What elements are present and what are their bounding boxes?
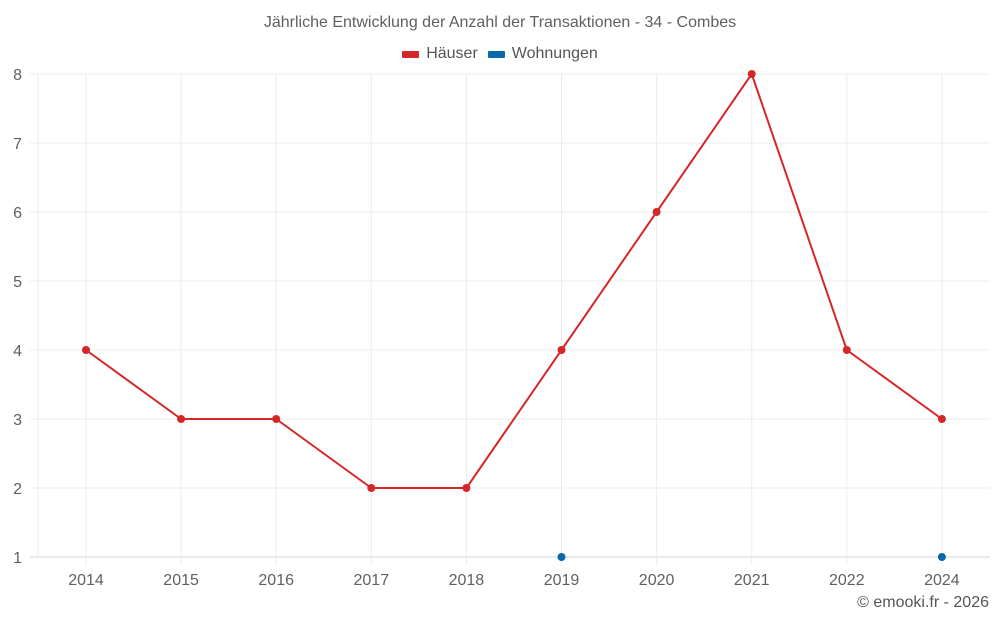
data-point[interactable]	[747, 70, 756, 78]
x-tick-label: 2021	[734, 572, 770, 589]
x-tick-label: 2024	[924, 572, 960, 589]
y-tick-label: 8	[13, 67, 22, 84]
y-tick-label: 4	[13, 343, 22, 360]
y-tick-label: 2	[13, 481, 22, 498]
x-tick-label: 2022	[829, 572, 865, 589]
data-point[interactable]	[462, 484, 471, 492]
data-point[interactable]	[842, 346, 851, 354]
y-tick-label: 7	[13, 136, 22, 153]
data-point[interactable]	[272, 415, 281, 423]
legend-item-wohnungen[interactable]: Wohnungen	[487, 45, 598, 63]
x-tick-label: 2017	[354, 572, 390, 589]
legend-label-haeuser: Häuser	[426, 45, 478, 62]
legend-label-wohnungen: Wohnungen	[511, 45, 598, 62]
y-axis: 1 2 3 4 5 6 7 8	[13, 67, 22, 567]
data-point[interactable]	[937, 415, 946, 423]
x-tick-label: 2019	[544, 572, 580, 589]
chart-title: Jährliche Entwicklung der Anzahl der Tra…	[263, 14, 737, 31]
y-tick-label: 6	[13, 205, 22, 222]
series-layer	[82, 70, 946, 561]
grid	[30, 73, 990, 565]
copyright-footer: © emooki.fr - 2026	[857, 594, 989, 611]
x-tick-label: 2015	[163, 572, 199, 589]
data-point[interactable]	[82, 346, 90, 354]
x-axis: 2014 2015 2016 2017 2018 2019 2020 2021 2022 2024	[68, 572, 960, 589]
legend: Häuser Wohnungen	[0, 45, 1000, 63]
data-point[interactable]	[557, 346, 566, 354]
y-tick-label: 3	[13, 412, 22, 429]
y-tick-label: 1	[13, 550, 22, 567]
x-tick-label: 2016	[258, 572, 294, 589]
x-tick-label: 2014	[68, 572, 104, 589]
legend-item-haeuser[interactable]: Häuser	[402, 45, 478, 63]
data-point[interactable]	[652, 208, 661, 216]
legend-swatch-wohnungen	[487, 50, 505, 58]
data-point[interactable]	[937, 553, 946, 561]
data-point[interactable]	[557, 553, 566, 561]
x-tick-label: 2020	[639, 572, 675, 589]
legend-swatch-haeuser	[402, 50, 420, 58]
y-tick-label: 5	[13, 274, 22, 291]
data-point[interactable]	[367, 484, 376, 492]
series-line-häuser	[85, 73, 943, 489]
x-tick-label: 2018	[449, 572, 485, 589]
data-point[interactable]	[177, 415, 186, 423]
